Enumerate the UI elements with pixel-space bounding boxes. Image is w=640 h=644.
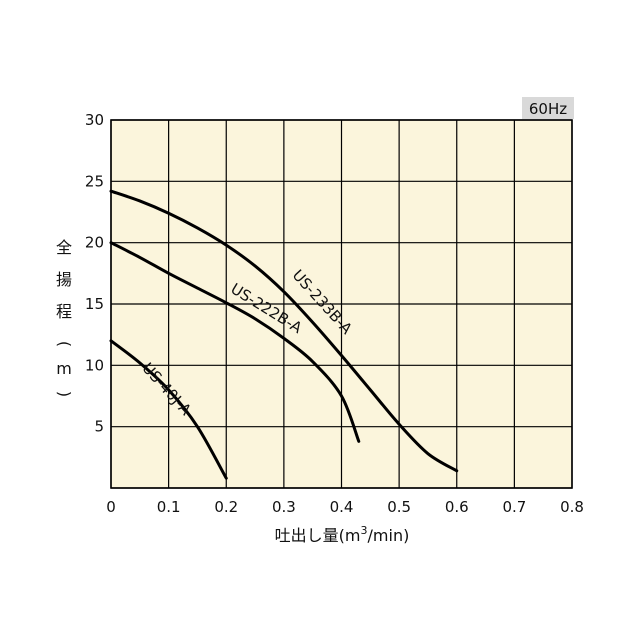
x-tick-label: 0.4 xyxy=(330,498,354,516)
y-tick-label: 10 xyxy=(85,356,104,374)
y-tick-label: 25 xyxy=(85,172,104,190)
y-axis-title-char: 程 xyxy=(56,302,72,321)
curve-us-40j-a xyxy=(109,339,228,480)
y-axis-title-char: m xyxy=(56,359,72,378)
x-axis-title: 吐出し量(m3/min) xyxy=(275,524,410,545)
grid-lines xyxy=(110,119,573,489)
tick-labels: 0 0.1 0.2 0.3 0.4 0.5 0.6 0.7 0.8 5 10 15 20 25 30 xyxy=(85,111,584,516)
x-tick-label: 0.3 xyxy=(272,498,296,516)
x-tick-label: 0.2 xyxy=(214,498,238,516)
plot-frame xyxy=(110,119,573,489)
y-axis-title-char: ( xyxy=(55,341,74,347)
y-axis-title-char: 全 xyxy=(56,238,72,257)
x-axis-title-prefix: 吐出し量(m xyxy=(275,526,361,545)
curve-us-222b-a xyxy=(109,241,361,443)
y-axis-title-char: ) xyxy=(55,391,74,397)
x-tick-label: 0.1 xyxy=(157,498,181,516)
x-axis-title-suffix: /min) xyxy=(368,526,410,545)
y-axis-title: 全揚程 ( m) xyxy=(55,238,74,397)
x-tick-label: 0.6 xyxy=(445,498,469,516)
x-tick-label: 0 xyxy=(106,498,116,516)
frequency-badge-text: 60Hz xyxy=(529,100,567,118)
y-axis-title-char: 揚 xyxy=(56,270,72,289)
frequency-badge xyxy=(522,97,574,119)
x-tick-label: 0.8 xyxy=(560,498,584,516)
x-axis-title-sup: 3 xyxy=(361,524,368,537)
x-tick-label: 0.5 xyxy=(387,498,411,516)
y-tick-label: 15 xyxy=(85,295,104,313)
y-tick-label: 20 xyxy=(85,234,104,252)
curve-us-233b-a xyxy=(109,189,459,473)
y-tick-label: 5 xyxy=(94,418,104,436)
curves xyxy=(109,189,459,480)
x-tick-label: 0.7 xyxy=(502,498,526,516)
y-tick-label: 30 xyxy=(85,111,104,129)
